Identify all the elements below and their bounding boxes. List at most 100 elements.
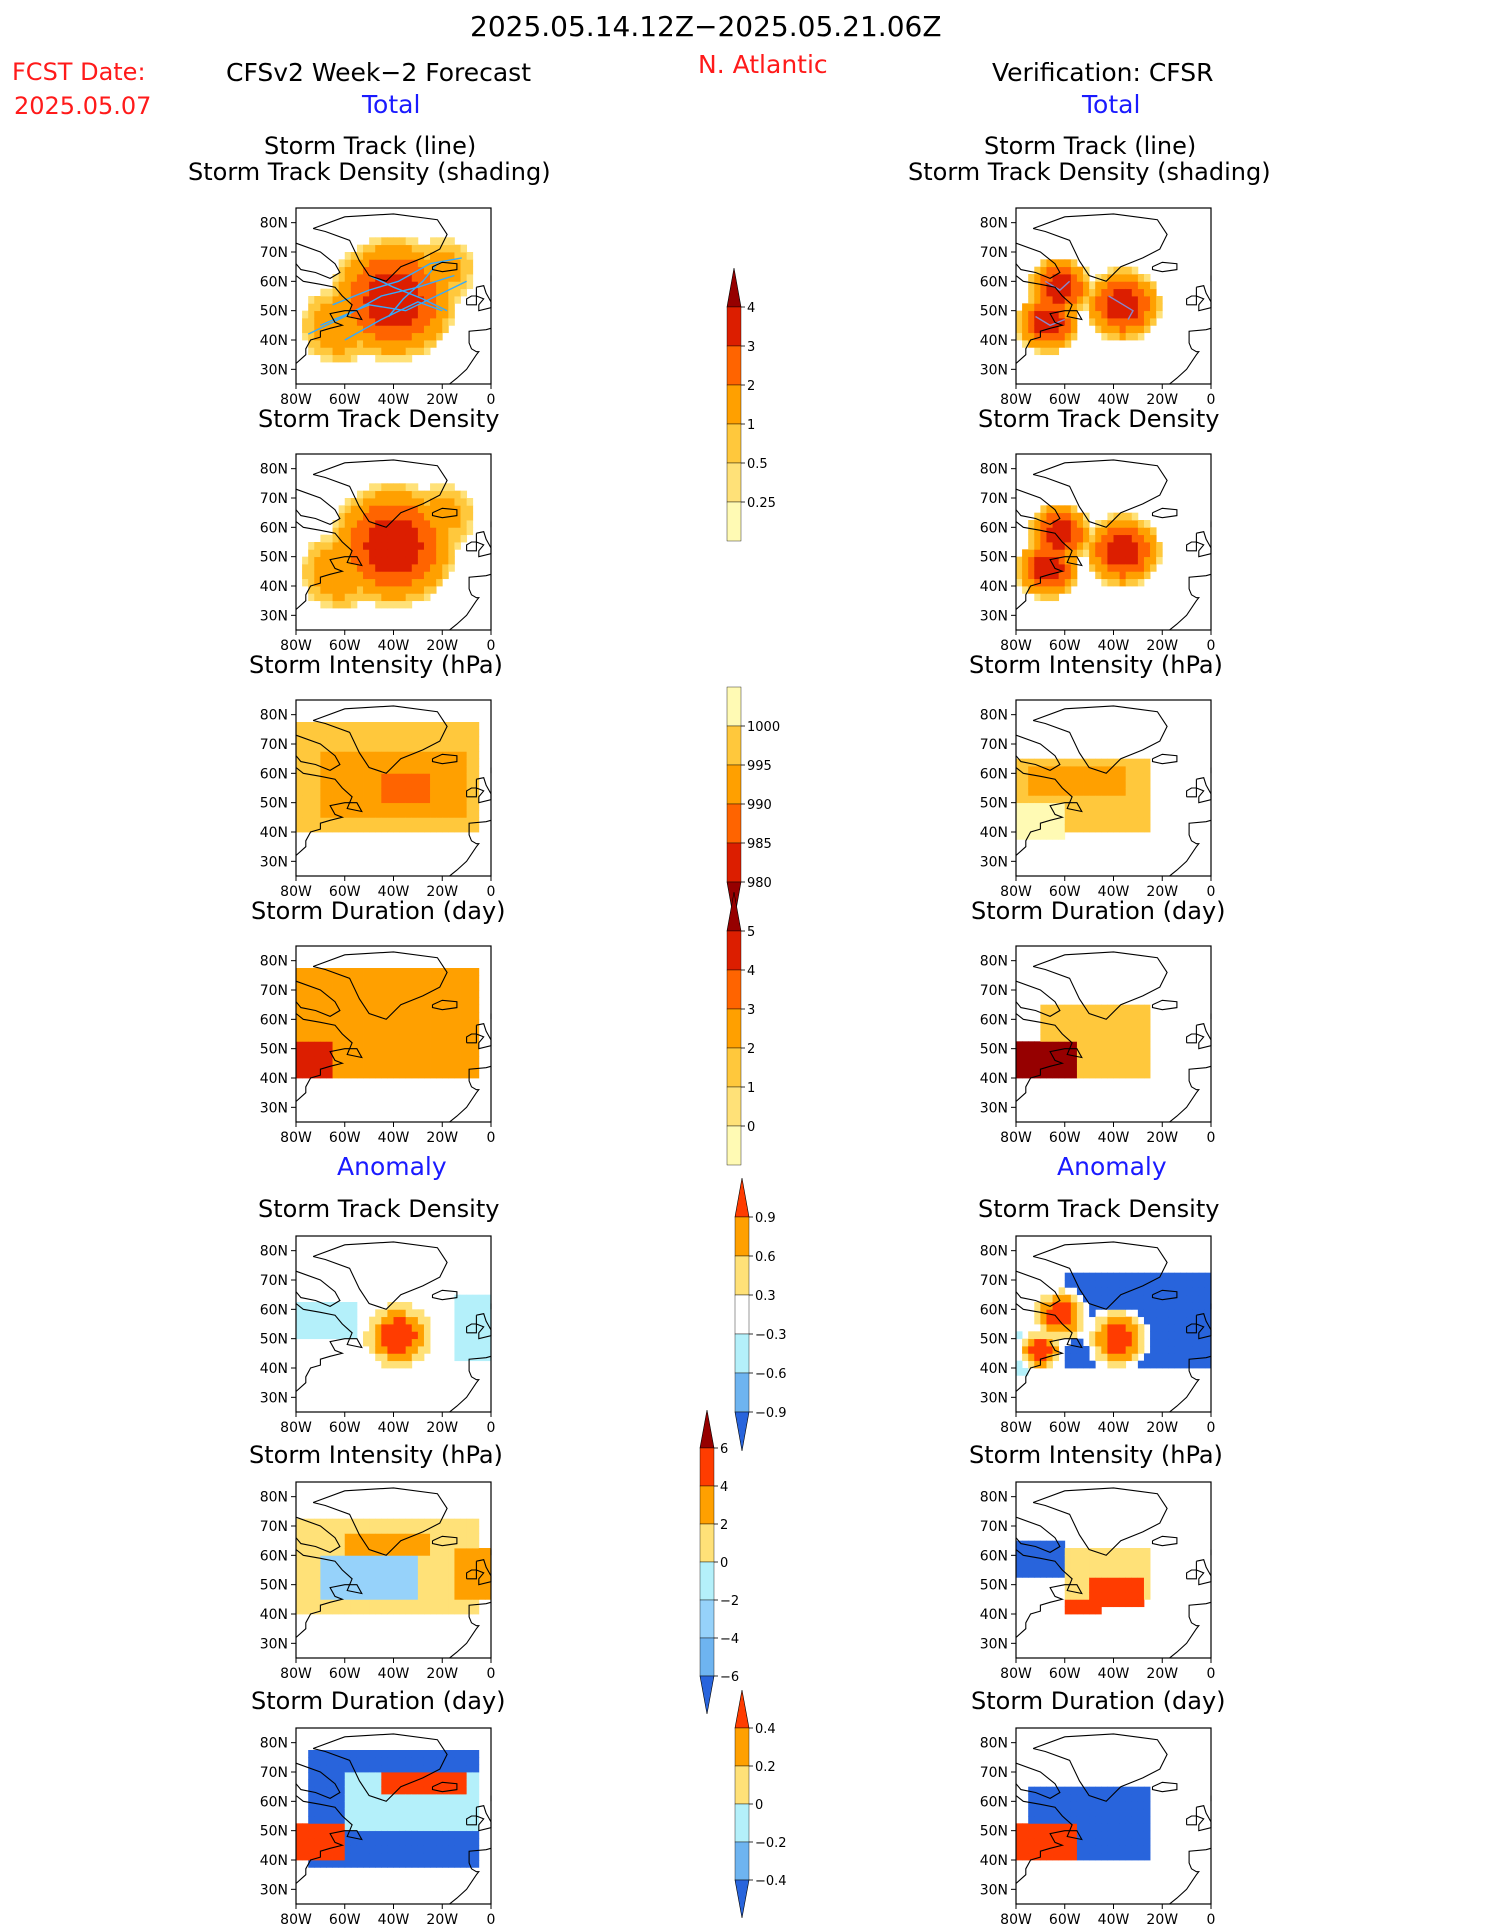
heatmap-cell — [369, 310, 376, 319]
heatmap-cell — [411, 1845, 419, 1854]
heatmap-cell — [296, 1562, 303, 1571]
heatmap-cell — [375, 810, 382, 818]
heatmap-cell — [1174, 1287, 1181, 1296]
heatmap-cell — [472, 1823, 480, 1832]
heatmap-cell — [454, 1838, 461, 1846]
heatmap-cell — [302, 968, 309, 976]
heatmap-cell — [399, 1860, 407, 1868]
heatmap-cell — [1046, 1346, 1053, 1354]
heatmap-cell — [442, 1056, 449, 1064]
heatmap-cell — [1131, 1599, 1139, 1608]
heatmap-cell — [466, 1772, 474, 1780]
heatmap-cell — [369, 1048, 376, 1057]
heatmap-cell — [466, 773, 474, 782]
heatmap-cell — [1131, 578, 1139, 587]
heatmap-cell — [314, 1056, 321, 1064]
heatmap-cell — [1101, 332, 1108, 341]
heatmap-cell — [1101, 564, 1108, 572]
heatmap-cell — [308, 318, 315, 326]
heatmap-cell — [320, 1599, 327, 1608]
heatmap-cell — [387, 252, 394, 260]
heatmap-cell — [417, 802, 425, 811]
colorbar-label: 0.5 — [747, 457, 768, 472]
heatmap-cell — [1040, 1346, 1047, 1354]
heatmap-cell — [308, 824, 315, 833]
lat-tick-label: 80N — [980, 462, 1008, 478]
heatmap-cell — [332, 593, 340, 602]
heatmap-cell — [1162, 1346, 1169, 1354]
heatmap-cell — [338, 1852, 346, 1861]
heatmap-cell — [314, 578, 321, 587]
heatmap-cell — [1119, 1584, 1127, 1593]
heatmap-cell — [338, 788, 346, 796]
heatmap-cell — [423, 1750, 431, 1758]
heatmap-cell — [1028, 1801, 1035, 1810]
heatmap-cell — [344, 1757, 352, 1766]
heatmap-cell — [436, 1838, 443, 1846]
heatmap-cell — [430, 997, 437, 1006]
lon-tick-label: 80W — [280, 1912, 312, 1925]
heatmap-cell — [1095, 534, 1102, 543]
heatmap-cell — [1040, 758, 1047, 767]
heatmap-cell — [1028, 318, 1035, 326]
heatmap-cell — [369, 1346, 376, 1354]
heatmap-cell — [411, 1779, 419, 1788]
heatmap-cell — [1046, 1852, 1053, 1861]
heatmap-cell — [375, 347, 382, 356]
lat-tick-label: 50N — [980, 1332, 1008, 1348]
heatmap-cell — [1064, 1070, 1072, 1079]
heatmap-cell — [460, 736, 468, 745]
heatmap-cell — [399, 1562, 407, 1571]
heatmap-cell — [1143, 1548, 1151, 1556]
heatmap-cell — [1052, 1316, 1060, 1325]
coastline — [1032, 459, 1168, 528]
heatmap-cell — [369, 997, 376, 1006]
heatmap-cell — [375, 990, 382, 998]
heatmap-cell — [1070, 1786, 1078, 1795]
heatmap-cell — [484, 1548, 492, 1556]
heatmap-cell — [1034, 281, 1041, 290]
heatmap-cell — [1107, 1555, 1114, 1564]
heatmap-cell — [1168, 1309, 1175, 1318]
lat-tick-label: 70N — [260, 491, 288, 507]
heatmap-cell — [442, 1070, 449, 1079]
heatmap-cell — [356, 1577, 364, 1586]
heatmap-cell — [375, 1772, 382, 1780]
heatmap-cell — [399, 1584, 407, 1593]
heatmap-cell — [1052, 296, 1060, 304]
heatmap-cell — [375, 1562, 382, 1571]
heatmap-cell — [454, 802, 461, 811]
heatmap-cell — [356, 252, 364, 260]
heatmap-cell — [448, 498, 455, 506]
heatmap-cell — [1016, 578, 1023, 587]
heatmap-cell — [417, 490, 425, 499]
heatmap-cell — [436, 968, 443, 976]
colorbar-label: 0.3 — [755, 1289, 776, 1304]
heatmap-cell — [381, 1786, 388, 1795]
lat-tick-label: 80N — [260, 1490, 288, 1506]
heatmap-cell — [1058, 1012, 1066, 1020]
heatmap-cell — [344, 1548, 352, 1556]
heatmap-cell — [1083, 1280, 1090, 1288]
heatmap-cell — [363, 259, 370, 268]
heatmap-cell — [417, 1764, 425, 1773]
heatmap-cell — [1137, 1026, 1145, 1035]
heatmap-cell — [442, 490, 449, 499]
heatmap-cell — [1022, 571, 1029, 580]
heatmap-cell — [314, 303, 321, 312]
heatmap-cell — [326, 1808, 333, 1817]
lat-tick-label: 30N — [980, 854, 1008, 870]
coastline — [1186, 1569, 1197, 1580]
heatmap-cell — [466, 744, 474, 752]
lat-tick-label: 50N — [980, 1042, 1008, 1058]
heatmap-cell — [466, 780, 474, 789]
heatmap-cell — [423, 997, 431, 1006]
heatmap-cell — [411, 795, 419, 804]
heatmap-cell — [302, 1012, 309, 1020]
heatmap-cell — [1101, 1012, 1108, 1020]
heatmap-cell — [1052, 810, 1060, 818]
heatmap-cell — [430, 1816, 437, 1824]
heatmap-cell — [1131, 288, 1139, 297]
heatmap-cell — [1113, 288, 1120, 297]
heatmap-cell — [314, 1533, 321, 1542]
